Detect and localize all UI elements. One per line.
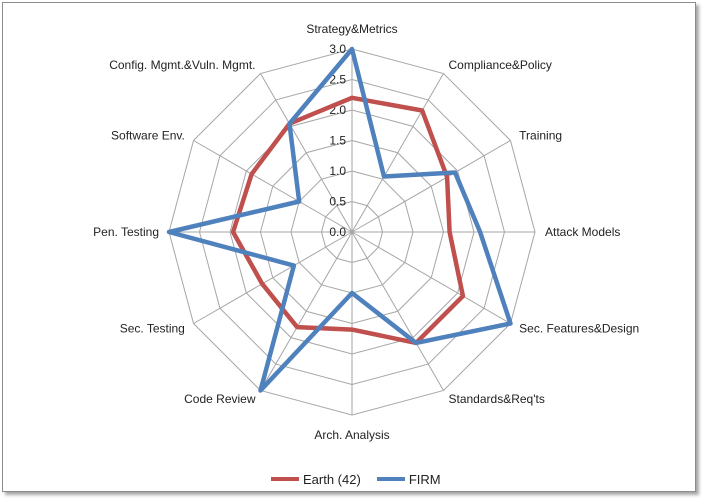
legend-item: FIRM bbox=[376, 471, 441, 487]
grid-spoke bbox=[351, 140, 511, 233]
legend-label: FIRM bbox=[408, 471, 441, 487]
series-line bbox=[230, 95, 466, 346]
category-label: Sec. Testing bbox=[120, 322, 185, 336]
category-label: Pen. Testing bbox=[93, 225, 159, 239]
grid-spoke bbox=[351, 231, 511, 324]
legend: Earth (42) FIRM bbox=[271, 469, 457, 489]
radial-tick-labels: 0.00.51.01.52.02.53.0 bbox=[329, 42, 346, 239]
series-line bbox=[166, 46, 513, 393]
category-label: Compliance&Policy bbox=[449, 58, 552, 72]
category-label: Training bbox=[519, 129, 562, 143]
category-label: Attack Models bbox=[545, 225, 620, 239]
category-label: Config. Mgmt.&Vuln. Mgmt. bbox=[109, 58, 255, 72]
tick-label: 0.5 bbox=[329, 195, 346, 209]
grid-spoke bbox=[351, 231, 444, 391]
category-label: Arch. Analysis bbox=[314, 428, 389, 442]
tick-label: 1.5 bbox=[329, 134, 346, 148]
legend-item: Earth (42) bbox=[271, 472, 361, 487]
series-lines bbox=[166, 46, 513, 393]
grid-spoke bbox=[193, 231, 353, 324]
category-label: Strategy&Metrics bbox=[306, 22, 397, 36]
tick-label: 1.0 bbox=[329, 164, 346, 178]
category-label: Standards&Req'ts bbox=[449, 392, 545, 406]
category-label: Sec. Features&Design bbox=[519, 322, 639, 336]
grid-spoke bbox=[260, 231, 353, 391]
chart-area: 0.0 0.5 1.0 1.5 2.0 2.5 3.0 Strategy&Metrics Co… bbox=[2, 2, 696, 492]
category-labels: Strategy&Metrics Compliance&Policy Trainin… bbox=[93, 22, 639, 442]
grid-spoke bbox=[193, 140, 353, 233]
tick-label: 2.5 bbox=[329, 73, 346, 87]
category-label: Software Env. bbox=[111, 129, 185, 143]
legend-label: Earth (42) bbox=[303, 471, 361, 487]
radar-chart: 0.00.51.01.52.02.53.0 Strategy&MetricsCo… bbox=[93, 22, 639, 442]
tick-label: 0.0 bbox=[329, 225, 346, 239]
legend-swatch bbox=[376, 477, 405, 481]
grid-spoke bbox=[260, 73, 353, 233]
grid-spoke bbox=[351, 73, 444, 233]
tick-label: 3.0 bbox=[329, 42, 346, 56]
category-label: Code Review bbox=[184, 392, 256, 406]
radar-grid bbox=[168, 48, 536, 416]
legend-swatch bbox=[271, 477, 299, 481]
